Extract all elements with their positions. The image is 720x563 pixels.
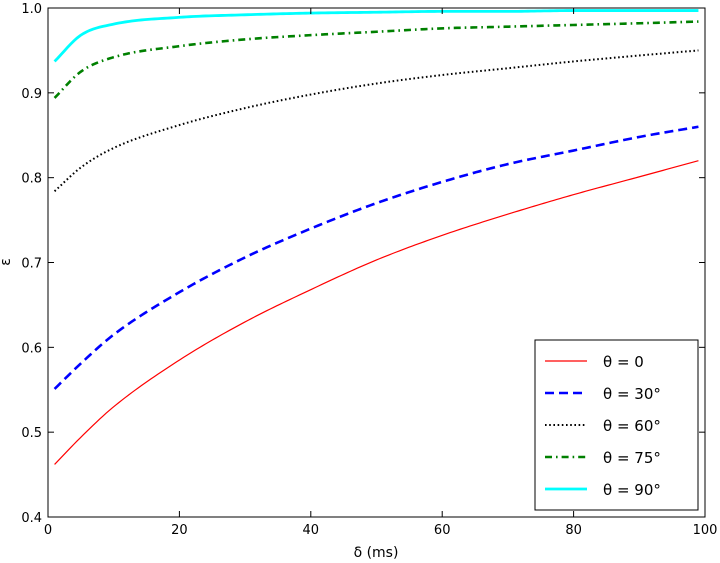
legend-label-75: θ = 75° <box>603 449 661 467</box>
x-axis-label: δ (ms) <box>354 545 399 561</box>
y-tick-label: 0.9 <box>21 87 42 102</box>
legend-label-60: θ = 60° <box>603 417 661 435</box>
y-tick-label: 0.8 <box>21 172 42 187</box>
series-line-75 <box>53 20 699 99</box>
y-tick-label: 0.6 <box>21 341 42 356</box>
y-tick-label: 0.4 <box>21 511 42 526</box>
y-tick-label: 1.0 <box>21 2 42 17</box>
legend: θ = 0 θ = 30° θ = 60° θ = 75° θ = 90° <box>534 339 699 511</box>
x-tick-label: 40 <box>303 523 320 538</box>
legend-label-90: θ = 90° <box>603 481 661 499</box>
x-tick-label: 20 <box>171 523 188 538</box>
x-tick-label: 80 <box>565 523 582 538</box>
legend-label-30: θ = 30° <box>603 385 661 403</box>
y-tick-label: 0.7 <box>21 257 42 272</box>
axis-ticks: 0 20 40 60 80 100 0.4 0.5 0.6 0.7 0.8 0.9 1.0 <box>21 2 717 538</box>
series-lines <box>53 9 699 465</box>
y-tick-label: 0.5 <box>21 426 42 441</box>
x-tick-label: 0 <box>44 523 52 538</box>
series-line-60 <box>53 49 699 192</box>
series-line-90 <box>53 9 699 63</box>
series-line-0 <box>54 160 699 465</box>
y-axis-label: ε <box>0 258 14 266</box>
x-tick-label: 100 <box>693 523 718 538</box>
legend-label-0: θ = 0 <box>603 353 644 371</box>
x-tick-label: 60 <box>434 523 451 538</box>
